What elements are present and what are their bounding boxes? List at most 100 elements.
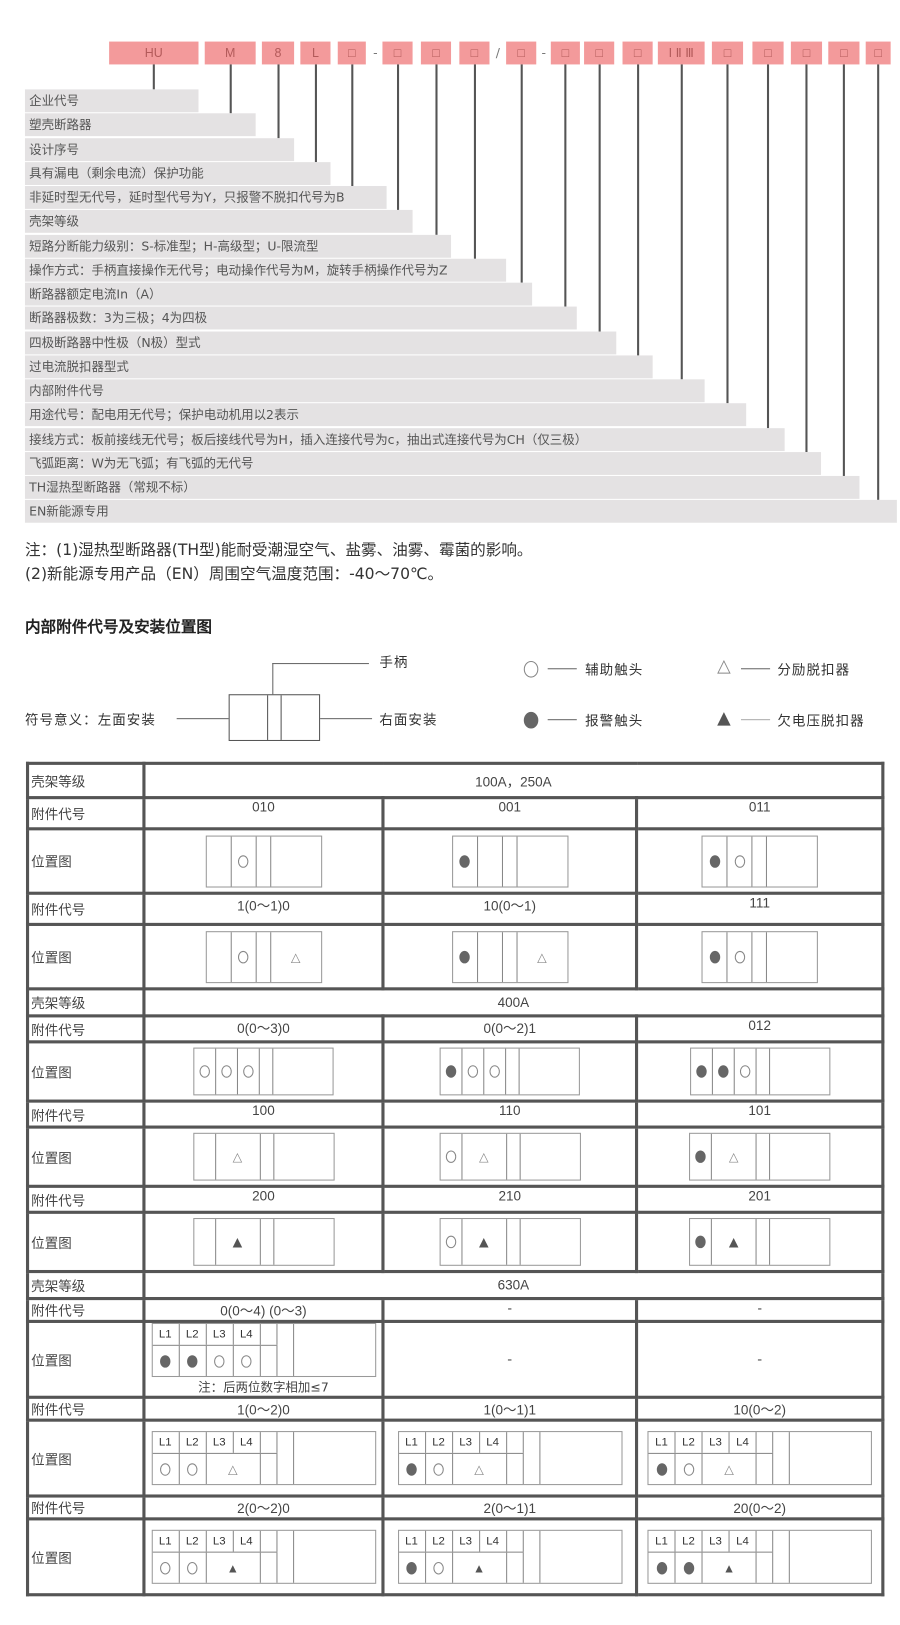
description-row: EN新能源专用 [24, 500, 897, 524]
breaker-outline [228, 694, 321, 741]
pole-label: L3 [206, 1432, 234, 1453]
code-row: 附件代号 010 001 011 [25, 796, 885, 831]
code-label: 附件代号 [25, 796, 146, 831]
accessory-code: 200 [142, 1184, 385, 1214]
shunt-leader [740, 668, 771, 670]
compartment [770, 1049, 829, 1095]
handle-slot [757, 1552, 774, 1583]
compartment [271, 836, 321, 886]
aux-contact-icon [739, 1065, 750, 1078]
handle-slot [260, 1048, 274, 1095]
leader-line [229, 64, 232, 114]
pole-label: L4 [480, 1530, 507, 1552]
alarm-contact-icon [187, 1354, 198, 1368]
main-compartment [277, 1530, 294, 1583]
pole-label: L4 [480, 1432, 507, 1453]
undervoltage-release-icon: ▲ [722, 1560, 736, 1575]
compartment: △ [216, 1133, 261, 1180]
leader-line [636, 64, 639, 356]
pole-compartment [179, 1552, 207, 1583]
leader-line [842, 64, 845, 476]
pole-diagram: L1 L2 L3 L4 ▲ [397, 1529, 622, 1584]
code-box: □ [337, 41, 366, 65]
leader-line [766, 64, 770, 428]
right-leader [320, 718, 373, 720]
pole-compartment [152, 1453, 180, 1485]
pole-label: L2 [179, 1530, 207, 1552]
diagram-label: 位置图 [25, 922, 146, 991]
diagram-cell: L1 L2 L3 L4 ▲ [381, 1517, 639, 1597]
note-2: (2)新能源专用产品（EN）周围空气温度范围：-40～70℃。 [24, 564, 444, 584]
aux-contact-icon [489, 1065, 500, 1078]
aux-contact-icon [237, 854, 249, 868]
diagram-cell [142, 1040, 385, 1103]
handle-slot [260, 1219, 274, 1265]
diagram-label: 位置图 [25, 1517, 146, 1597]
diagram-label: 位置图 [25, 1319, 146, 1399]
pole-label: L4 [730, 1432, 757, 1453]
pole-label: L4 [233, 1432, 261, 1453]
pole-compartment [426, 1552, 453, 1583]
shunt-release-icon: △ [717, 655, 731, 677]
diagram-cell: ▲ [634, 1210, 885, 1274]
accessory-code: 011 [634, 796, 885, 831]
code-box: □ [550, 41, 580, 65]
compartment [520, 1134, 579, 1180]
code-box: □ [459, 41, 490, 65]
aux-contact-icon [445, 1235, 456, 1249]
diagram-cell [381, 1040, 639, 1103]
accessory-table: 壳架等级 100A，250A 附件代号 010 001 011 位置图 附件代号 1(0～1)0… [25, 761, 885, 1597]
compartment [206, 931, 232, 982]
leader-line [350, 64, 353, 187]
code-box: □ [420, 41, 452, 65]
code-row: 附件代号 1(0～2)0 1(0～1)1 10(0～2) [25, 1395, 885, 1422]
leader-line [680, 64, 683, 380]
position-diagram: △ [451, 930, 568, 983]
accessory-code: 0(0～3)0 [142, 1014, 385, 1044]
diagram-cell: △ [381, 922, 639, 991]
alarm-contact-icon [459, 950, 470, 963]
code-box: L [300, 41, 331, 65]
handle-slot [256, 931, 271, 982]
pole-label: L3 [453, 1432, 480, 1453]
leader-line [520, 64, 523, 283]
pole-label: L2 [676, 1530, 703, 1552]
description-row: 企业代号 [24, 89, 199, 113]
diagram-cell: L1 L2 L3 L4 △ [381, 1418, 639, 1498]
accessory-code: 210 [381, 1184, 639, 1214]
aux-contact-icon [433, 1561, 444, 1574]
accessory-code: 001 [381, 796, 639, 831]
position-diagram: L1 L2 L3 L4 △ [145, 1431, 381, 1486]
position-diagram [689, 1047, 830, 1096]
position-diagram: △ [689, 1132, 831, 1181]
note-1: 注：(1)湿热型断路器(TH型)能耐受潮湿空气、盐雾、油雾、霉菌的影响。 [24, 540, 533, 560]
pole-label: L2 [179, 1432, 207, 1453]
aux-contact-icon [445, 1150, 456, 1163]
compartment: △ [271, 932, 321, 982]
diagram-label: 位置图 [25, 1210, 146, 1274]
aux-contact-icon [243, 1065, 254, 1078]
pole-compartment: △ [453, 1453, 507, 1485]
frame-label: 壳架等级 [25, 987, 146, 1018]
diagram-cell: L1 L2 L3 L4 △ [634, 1418, 885, 1498]
pole-label: L4 [233, 1530, 261, 1552]
undervoltage-release-icon: ▲ [728, 1234, 739, 1250]
handle-slot [757, 1530, 774, 1552]
legend-shunt: 分励脱扣器 [777, 663, 851, 679]
compartment [520, 1049, 579, 1095]
handle-slot [260, 1432, 277, 1453]
main-compartment [277, 1324, 294, 1376]
alarm-contact-icon [406, 1561, 417, 1574]
position-diagram: L1 L2 L3 L4 注：后两位数字相加≤7 [145, 1322, 381, 1396]
shunt-release-icon: △ [478, 1149, 489, 1164]
code-row: 附件代号 0(0～4) (0～3) - - [25, 1296, 885, 1323]
position-diagram [701, 835, 818, 888]
pole-compartment: ▲ [703, 1552, 757, 1583]
pole-label: L2 [426, 1432, 453, 1453]
pole-compartment [648, 1552, 676, 1583]
pole-label: L4 [233, 1324, 261, 1345]
pole-label-row: L1 L2 L3 L4 [648, 1432, 774, 1454]
diagram-cell [142, 827, 385, 895]
leader-line [152, 64, 155, 90]
